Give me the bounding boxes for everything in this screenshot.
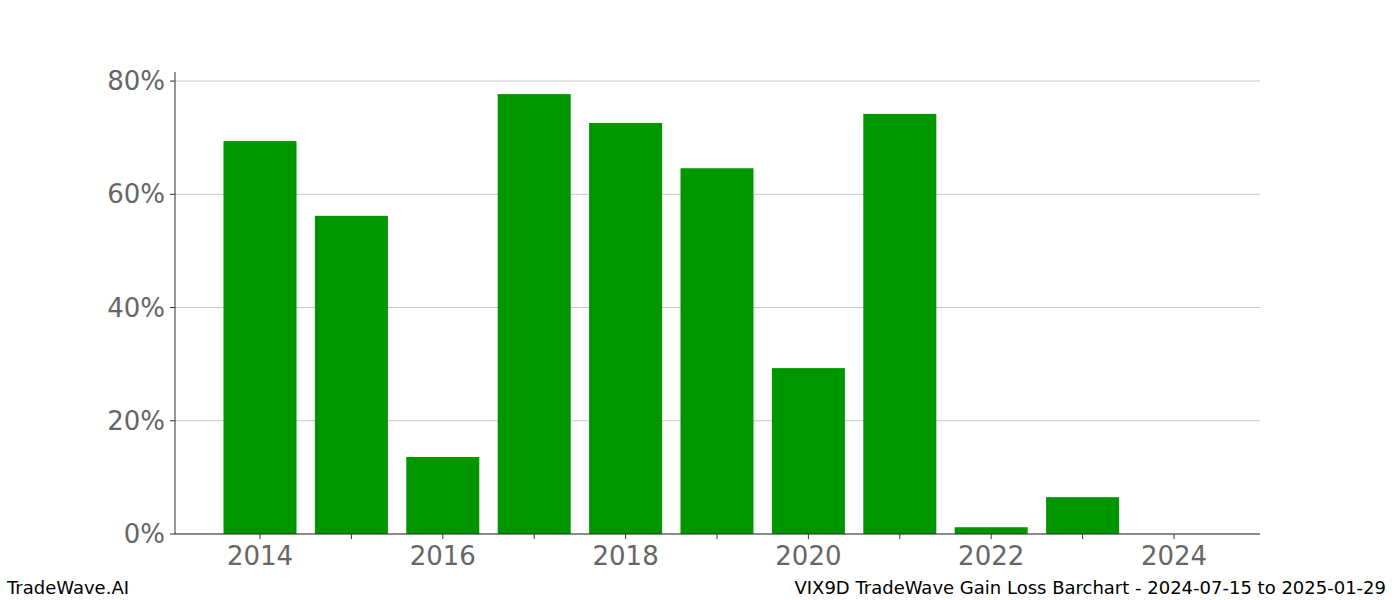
y-tick — [170, 420, 175, 421]
x-tick-label: 2020 — [775, 541, 841, 571]
y-axis-line — [175, 72, 176, 534]
y-tick-label: 60% — [107, 179, 165, 209]
bar — [863, 114, 936, 534]
x-tick-label: 2018 — [593, 541, 659, 571]
bar — [224, 141, 297, 534]
x-tick — [625, 534, 626, 539]
y-tick-label: 0% — [124, 519, 165, 549]
y-tick — [170, 194, 175, 195]
bar — [772, 368, 845, 534]
bar — [681, 168, 754, 534]
y-tick — [170, 534, 175, 535]
y-tick-label: 20% — [107, 406, 165, 436]
title: VIX9D TradeWave Gain Loss Barchart - 202… — [794, 577, 1386, 598]
y-tick — [170, 307, 175, 308]
bar — [498, 94, 571, 534]
bars — [224, 94, 1120, 534]
bar — [315, 216, 388, 534]
x-tick — [808, 534, 809, 539]
y-tick-label: 40% — [107, 293, 165, 323]
x-tick — [442, 534, 443, 539]
chart: 0% 20% 40% 60% 80% 2014 2016 2018 2020 2022 2024 Tr… — [0, 0, 1400, 600]
x-tick — [717, 534, 718, 539]
x-tick — [351, 534, 352, 539]
x-tick — [899, 534, 900, 539]
x-tick-label: 2022 — [958, 541, 1024, 571]
x-tick — [1082, 534, 1083, 539]
y-tick-label: 80% — [107, 66, 165, 96]
x-tick-label: 2024 — [1141, 541, 1207, 571]
x-tick — [260, 534, 261, 539]
bar — [589, 123, 662, 534]
bar — [955, 527, 1028, 534]
x-tick-label: 2014 — [227, 541, 293, 571]
grid-line — [175, 81, 1260, 82]
x-tick — [534, 534, 535, 539]
x-tick — [991, 534, 992, 539]
bar — [1046, 497, 1119, 534]
bar — [406, 457, 479, 534]
source: TradeWave.AI — [6, 577, 129, 598]
x-tick-label: 2016 — [410, 541, 476, 571]
y-tick — [170, 81, 175, 82]
x-tick — [1174, 534, 1175, 539]
